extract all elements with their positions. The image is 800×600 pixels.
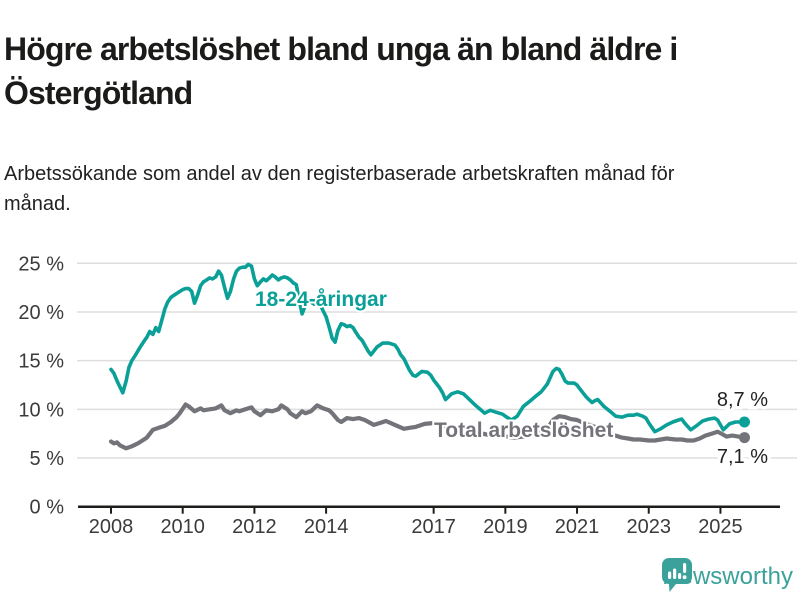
- x-axis-tick-label: 2017: [411, 516, 456, 538]
- y-axis-tick-label: 10 %: [18, 399, 64, 421]
- y-axis-tick-label: 15 %: [18, 351, 64, 373]
- y-axis-tick-label: 0 %: [30, 497, 65, 519]
- x-axis-tick-label: 2023: [627, 516, 672, 538]
- logo-bar-1: [668, 571, 672, 579]
- logo-bar-2: [673, 568, 677, 579]
- newsworthy-logo-icon: [662, 558, 693, 592]
- end-value-label-total: 7,1 %: [717, 446, 768, 468]
- series-label-total: Total arbetslöshet: [434, 419, 613, 442]
- series-line-youth: [109, 262, 747, 434]
- x-axis-tick-label: 2019: [483, 516, 528, 538]
- x-axis-tick-label: 2008: [89, 516, 134, 538]
- y-axis-tick-label: 5 %: [30, 448, 65, 470]
- y-axis-tick-label: 20 %: [18, 302, 64, 324]
- series-label-youth: 18-24-åringar: [255, 288, 387, 311]
- series-endpoint-dot: [738, 432, 750, 444]
- brand-footer[interactable]: Newsworthy: [662, 558, 793, 596]
- series-endpoint-dot: [738, 416, 750, 428]
- y-axis-tick-label: 25 %: [18, 253, 64, 275]
- logo-exclamation-bar: [683, 563, 687, 573]
- logo-exclamation-dot: [682, 575, 687, 580]
- series-line-total: [108, 402, 747, 451]
- page-title: Högre arbetslöshet bland unga än bland ä…: [4, 31, 678, 112]
- end-value-label-youth: 8,7 %: [717, 389, 768, 411]
- x-axis-tick-label: 2014: [304, 516, 349, 538]
- x-axis-tick-label: 2025: [698, 516, 743, 538]
- logo-bubble: [662, 558, 693, 592]
- x-axis-tick-label: 2010: [160, 516, 205, 538]
- chart-subtitle: Arbetssökande som andel av den registerb…: [4, 163, 675, 215]
- logo-bar-3: [678, 573, 682, 579]
- x-axis-tick-label: 2012: [232, 516, 277, 538]
- x-axis-tick-label: 2021: [555, 516, 600, 538]
